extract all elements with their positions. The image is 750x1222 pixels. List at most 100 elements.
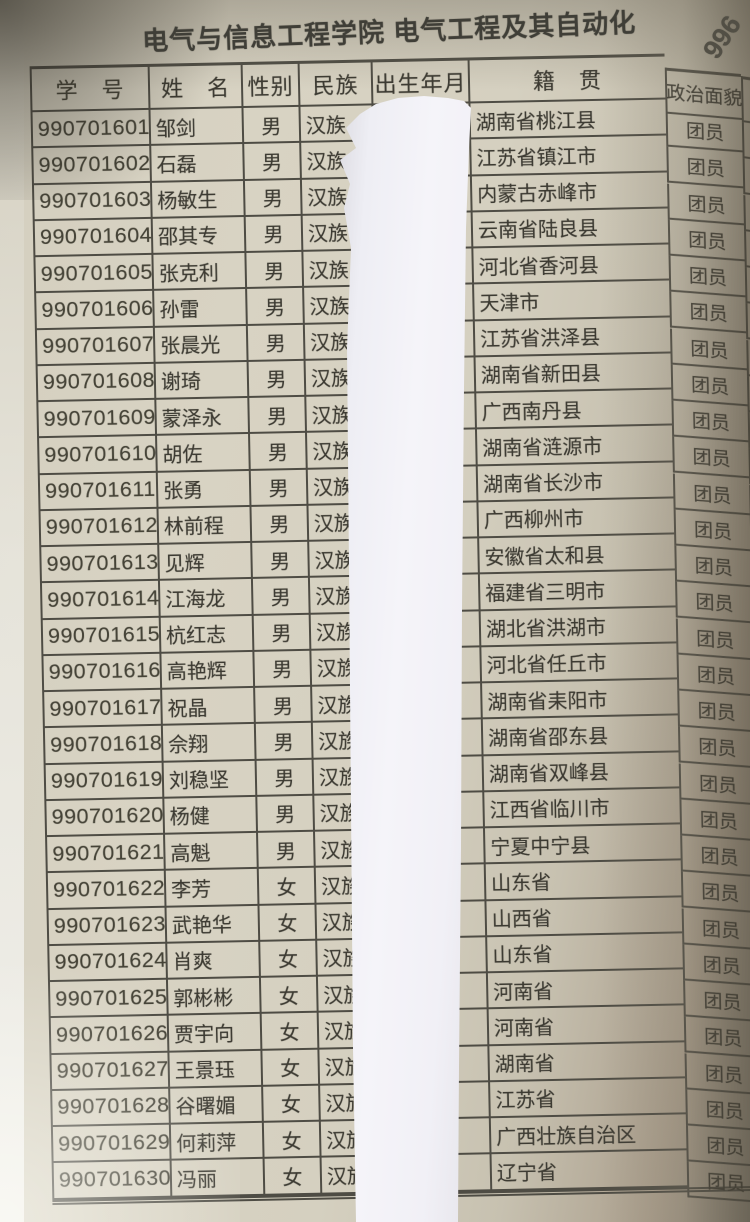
cell-political: 团员 <box>678 762 750 805</box>
cell-gender: 男 <box>249 505 308 543</box>
cell-political: 团员 <box>665 110 743 153</box>
cell-hometown: 福建省三明市 <box>477 570 676 611</box>
cell-hometown: 安徽省太和县 <box>477 534 675 575</box>
cell-gender: 男 <box>256 831 314 870</box>
cell-hometown: 广西南丹县 <box>474 389 672 430</box>
cell-gender: 男 <box>248 469 307 507</box>
cell-name: 杨健 <box>162 796 257 835</box>
cell-name: 杭红志 <box>158 615 253 654</box>
cell-name: 张晨光 <box>152 325 247 364</box>
cell-gender: 男 <box>253 723 312 761</box>
cell-id: 990701612 <box>38 508 158 548</box>
header-hometown: 籍 贯 <box>467 53 666 104</box>
cell-hometown: 河南省 <box>486 1005 685 1046</box>
cell-hometown: 湖南省耒阳市 <box>480 679 678 720</box>
cell-gender: 男 <box>250 578 309 616</box>
cell-name: 冯丽 <box>169 1159 264 1198</box>
cell-gender: 男 <box>242 179 301 217</box>
cell-name: 肖爽 <box>165 941 259 980</box>
cell-hometown: 湖南省 <box>487 1041 686 1083</box>
cell-gender: 女 <box>258 976 317 1015</box>
cell-gender: 男 <box>241 106 300 145</box>
cell-political: 团员 <box>669 327 747 371</box>
cell-name: 何莉萍 <box>168 1122 263 1161</box>
cell-political: 团员 <box>672 472 750 515</box>
cell-gender: 男 <box>244 251 303 290</box>
cell-id: 990701621 <box>45 834 165 874</box>
page-title: 电气与信息工程学院 电气工程及其自动化 <box>141 7 637 57</box>
cell-gender: 女 <box>257 904 316 942</box>
cell-name: 谷曙媚 <box>168 1086 262 1125</box>
cell-id: 990701618 <box>42 726 163 765</box>
cell-gender: 女 <box>261 1085 319 1123</box>
cell-id: 990701611 <box>37 472 157 511</box>
header-ethnicity: 民族 <box>297 59 372 107</box>
cell-hometown: 云南省陆良县 <box>470 208 669 249</box>
cell-gender: 女 <box>256 867 315 906</box>
cell-political: 团员 <box>673 509 750 552</box>
cell-hometown: 山东省 <box>485 933 683 974</box>
cell-id: 990701604 <box>32 218 152 258</box>
cell-name: 见辉 <box>157 542 251 582</box>
cell-id: 990701613 <box>39 544 159 584</box>
cell-name: 杨敏生 <box>149 180 244 219</box>
cell-id: 990701622 <box>45 871 165 910</box>
cell-id: 990701624 <box>47 943 167 983</box>
cell-hometown: 湖南省双峰县 <box>481 751 680 793</box>
cell-id: 990701605 <box>33 254 153 294</box>
cell-hometown: 山东省 <box>483 860 682 901</box>
cell-name: 邹剑 <box>148 108 243 147</box>
cell-political: 团员 <box>686 1161 750 1204</box>
cell-political: 团员 <box>684 1052 750 1095</box>
cell-hometown: 宁夏中宁县 <box>482 824 681 865</box>
cell-political: 团员 <box>683 1016 750 1059</box>
cell-hometown: 湖南省桃江县 <box>468 99 667 140</box>
cell-political: 团员 <box>680 835 750 878</box>
header-student-id: 学 号 <box>29 63 149 113</box>
cell-id: 990701626 <box>48 1015 168 1055</box>
cell-hometown: 辽宁省 <box>489 1150 688 1191</box>
cell-gender: 男 <box>250 541 308 580</box>
cell-id: 990701601 <box>30 109 150 149</box>
cell-hometown: 湖南省邵东县 <box>480 715 679 756</box>
cell-political: 团员 <box>674 545 750 588</box>
cell-id: 990701603 <box>31 182 152 222</box>
cell-hometown: 湖北省洪湖市 <box>478 606 677 648</box>
cell-name: 张勇 <box>155 470 250 509</box>
cell-name: 王景珏 <box>167 1050 262 1089</box>
cell-political: 团员 <box>675 617 750 660</box>
cell-id: 990701628 <box>50 1088 170 1128</box>
cell-id: 990701614 <box>39 581 160 620</box>
cell-name: 石磊 <box>149 144 243 183</box>
cell-political: 团员 <box>671 400 749 443</box>
cell-id: 990701606 <box>34 291 154 330</box>
cell-name: 邵其专 <box>150 216 245 255</box>
cell-political: 团员 <box>670 364 748 407</box>
cell-political: 团员 <box>672 436 750 479</box>
cell-hometown: 湖南省涟源市 <box>474 425 673 466</box>
cell-hometown: 广西柳州市 <box>476 498 675 539</box>
cell-id: 990701630 <box>51 1160 171 1200</box>
cell-gender: 女 <box>261 1121 320 1160</box>
cell-name: 郭彬彬 <box>165 977 260 1016</box>
cell-name: 李芳 <box>163 869 258 908</box>
cell-hometown: 河北省香河县 <box>471 244 670 285</box>
cell-name: 谢琦 <box>153 361 248 400</box>
cell-id: 990701625 <box>47 979 168 1019</box>
cell-id: 990701620 <box>44 798 164 838</box>
cell-political: 团员 <box>682 944 750 987</box>
cell-gender: 男 <box>254 759 313 797</box>
cell-gender: 男 <box>253 686 311 725</box>
cell-name: 高艳辉 <box>159 651 254 690</box>
cell-gender: 男 <box>248 433 306 471</box>
cell-name: 林前程 <box>156 506 251 545</box>
cell-name: 贾宇向 <box>166 1014 261 1053</box>
page-left-edge-highlight <box>0 0 24 1222</box>
cell-id: 990701607 <box>34 327 155 366</box>
cell-gender: 女 <box>259 1012 318 1051</box>
cell-political: 团员 <box>666 146 744 189</box>
cell-name: 孙雷 <box>152 289 246 328</box>
cell-political: 团员 <box>677 726 750 769</box>
cell-id: 990701623 <box>46 907 166 946</box>
